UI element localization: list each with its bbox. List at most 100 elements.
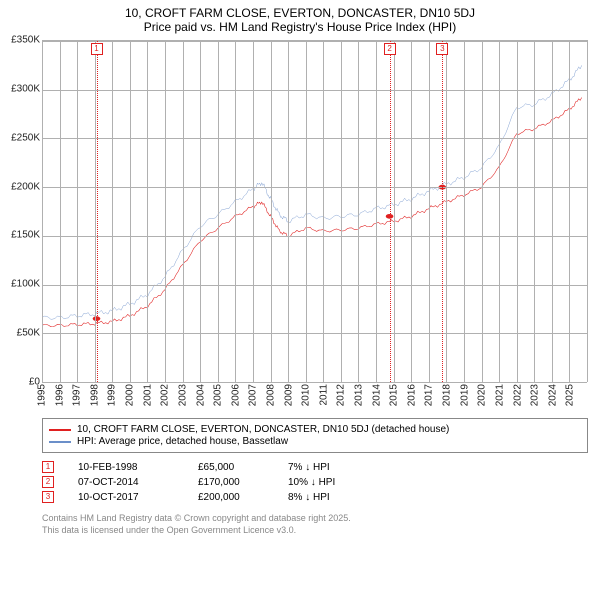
x-tick-label: 2001 bbox=[142, 384, 153, 406]
sales-price: £65,000 bbox=[198, 462, 288, 473]
x-tick-label: 1997 bbox=[72, 384, 83, 406]
grid-v bbox=[271, 41, 272, 382]
x-tick-label: 2015 bbox=[389, 384, 400, 406]
sales-date: 10-FEB-1998 bbox=[78, 462, 198, 473]
sales-row: 2 07-OCT-2014£170,00010% ↓ HPI bbox=[42, 476, 588, 488]
x-tick-label: 2018 bbox=[442, 384, 453, 406]
grid-h bbox=[42, 236, 587, 237]
x-tick-label: 2016 bbox=[406, 384, 417, 406]
x-tick-label: 2021 bbox=[494, 384, 505, 406]
grid-v bbox=[112, 41, 113, 382]
sale-marker-vline bbox=[97, 41, 98, 382]
series-price_paid bbox=[42, 98, 582, 327]
title-line2: Price paid vs. HM Land Registry's House … bbox=[0, 20, 600, 34]
sale-marker-box: 3 bbox=[436, 43, 448, 55]
x-tick-label: 2002 bbox=[160, 384, 171, 406]
legend: 10, CROFT FARM CLOSE, EVERTON, DONCASTER… bbox=[42, 418, 588, 453]
grid-v bbox=[534, 41, 535, 382]
sales-date: 07-OCT-2014 bbox=[78, 477, 198, 488]
footer: Contains HM Land Registry data © Crown c… bbox=[42, 513, 588, 536]
footer-line2: This data is licensed under the Open Gov… bbox=[42, 525, 588, 537]
grid-h bbox=[42, 138, 587, 139]
sales-date: 10-OCT-2017 bbox=[78, 492, 198, 503]
x-tick-label: 2004 bbox=[195, 384, 206, 406]
sales-diff: 7% ↓ HPI bbox=[288, 462, 358, 473]
title-line1: 10, CROFT FARM CLOSE, EVERTON, DONCASTER… bbox=[0, 6, 600, 20]
grid-v bbox=[341, 41, 342, 382]
x-tick-label: 2006 bbox=[230, 384, 241, 406]
x-tick-label: 1998 bbox=[89, 384, 100, 406]
grid-v bbox=[253, 41, 254, 382]
grid-v bbox=[323, 41, 324, 382]
y-tick-label: £150K bbox=[11, 230, 40, 241]
series-hpi bbox=[42, 65, 582, 319]
x-axis: 1995199619971998199920002001200220032004… bbox=[42, 382, 588, 410]
y-tick-label: £250K bbox=[11, 132, 40, 143]
grid-v bbox=[165, 41, 166, 382]
legend-row: 10, CROFT FARM CLOSE, EVERTON, DONCASTER… bbox=[49, 424, 581, 435]
sales-row-marker: 3 bbox=[42, 491, 54, 503]
sale-marker-box: 2 bbox=[384, 43, 396, 55]
x-tick-label: 2025 bbox=[565, 384, 576, 406]
grid-h bbox=[42, 187, 587, 188]
legend-swatch bbox=[49, 429, 71, 431]
grid-v bbox=[306, 41, 307, 382]
x-tick-label: 2023 bbox=[530, 384, 541, 406]
x-tick-label: 2011 bbox=[318, 384, 329, 406]
line-series-svg bbox=[42, 41, 587, 382]
grid-h bbox=[42, 285, 587, 286]
sales-table: 1 10-FEB-1998£65,0007% ↓ HPI 2 07-OCT-2014£… bbox=[42, 461, 588, 503]
grid-h bbox=[42, 90, 587, 91]
x-tick-label: 1995 bbox=[37, 384, 48, 406]
title-block: 10, CROFT FARM CLOSE, EVERTON, DONCASTER… bbox=[0, 0, 600, 36]
sales-price: £170,000 bbox=[198, 477, 288, 488]
x-tick-label: 2017 bbox=[424, 384, 435, 406]
x-tick-label: 2022 bbox=[512, 384, 523, 406]
sales-diff: 10% ↓ HPI bbox=[288, 477, 358, 488]
grid-v bbox=[200, 41, 201, 382]
grid-v bbox=[569, 41, 570, 382]
sales-row: 310-OCT-2017£200,0008% ↓ HPI bbox=[42, 491, 588, 503]
grid-v bbox=[358, 41, 359, 382]
sale-marker-vline bbox=[390, 41, 391, 382]
legend-swatch bbox=[49, 441, 71, 443]
sales-row: 1 10-FEB-1998£65,0007% ↓ HPI bbox=[42, 461, 588, 473]
grid-v bbox=[517, 41, 518, 382]
sale-marker-vline bbox=[442, 41, 443, 382]
y-tick-label: £300K bbox=[11, 83, 40, 94]
grid-v bbox=[235, 41, 236, 382]
grid-v bbox=[394, 41, 395, 382]
y-tick-label: £200K bbox=[11, 181, 40, 192]
sale-marker-box: 1 bbox=[91, 43, 103, 55]
x-tick-label: 2000 bbox=[125, 384, 136, 406]
x-tick-label: 2010 bbox=[301, 384, 312, 406]
x-tick-label: 2012 bbox=[336, 384, 347, 406]
y-axis: £0£50K£100K£150K£200K£250K£300K£350K bbox=[8, 40, 42, 382]
plot-region: 1 2 3 bbox=[42, 40, 588, 382]
grid-v bbox=[464, 41, 465, 382]
grid-v bbox=[183, 41, 184, 382]
grid-v bbox=[499, 41, 500, 382]
sales-row-marker: 2 bbox=[42, 476, 54, 488]
grid-h bbox=[42, 333, 587, 334]
grid-v bbox=[218, 41, 219, 382]
sales-row-marker: 1 bbox=[42, 461, 54, 473]
y-tick-label: £350K bbox=[11, 35, 40, 46]
grid-v bbox=[60, 41, 61, 382]
sales-diff: 8% ↓ HPI bbox=[288, 492, 358, 503]
y-tick-label: £50K bbox=[17, 328, 40, 339]
grid-v bbox=[42, 41, 43, 382]
x-tick-label: 2009 bbox=[283, 384, 294, 406]
grid-v bbox=[130, 41, 131, 382]
x-tick-label: 2013 bbox=[354, 384, 365, 406]
grid-h bbox=[42, 41, 587, 42]
legend-label: HPI: Average price, detached house, Bass… bbox=[77, 436, 288, 447]
x-tick-label: 2003 bbox=[177, 384, 188, 406]
x-tick-label: 2020 bbox=[477, 384, 488, 406]
grid-v bbox=[77, 41, 78, 382]
grid-v bbox=[376, 41, 377, 382]
grid-v bbox=[446, 41, 447, 382]
grid-v bbox=[288, 41, 289, 382]
x-tick-label: 2008 bbox=[265, 384, 276, 406]
x-tick-label: 1999 bbox=[107, 384, 118, 406]
